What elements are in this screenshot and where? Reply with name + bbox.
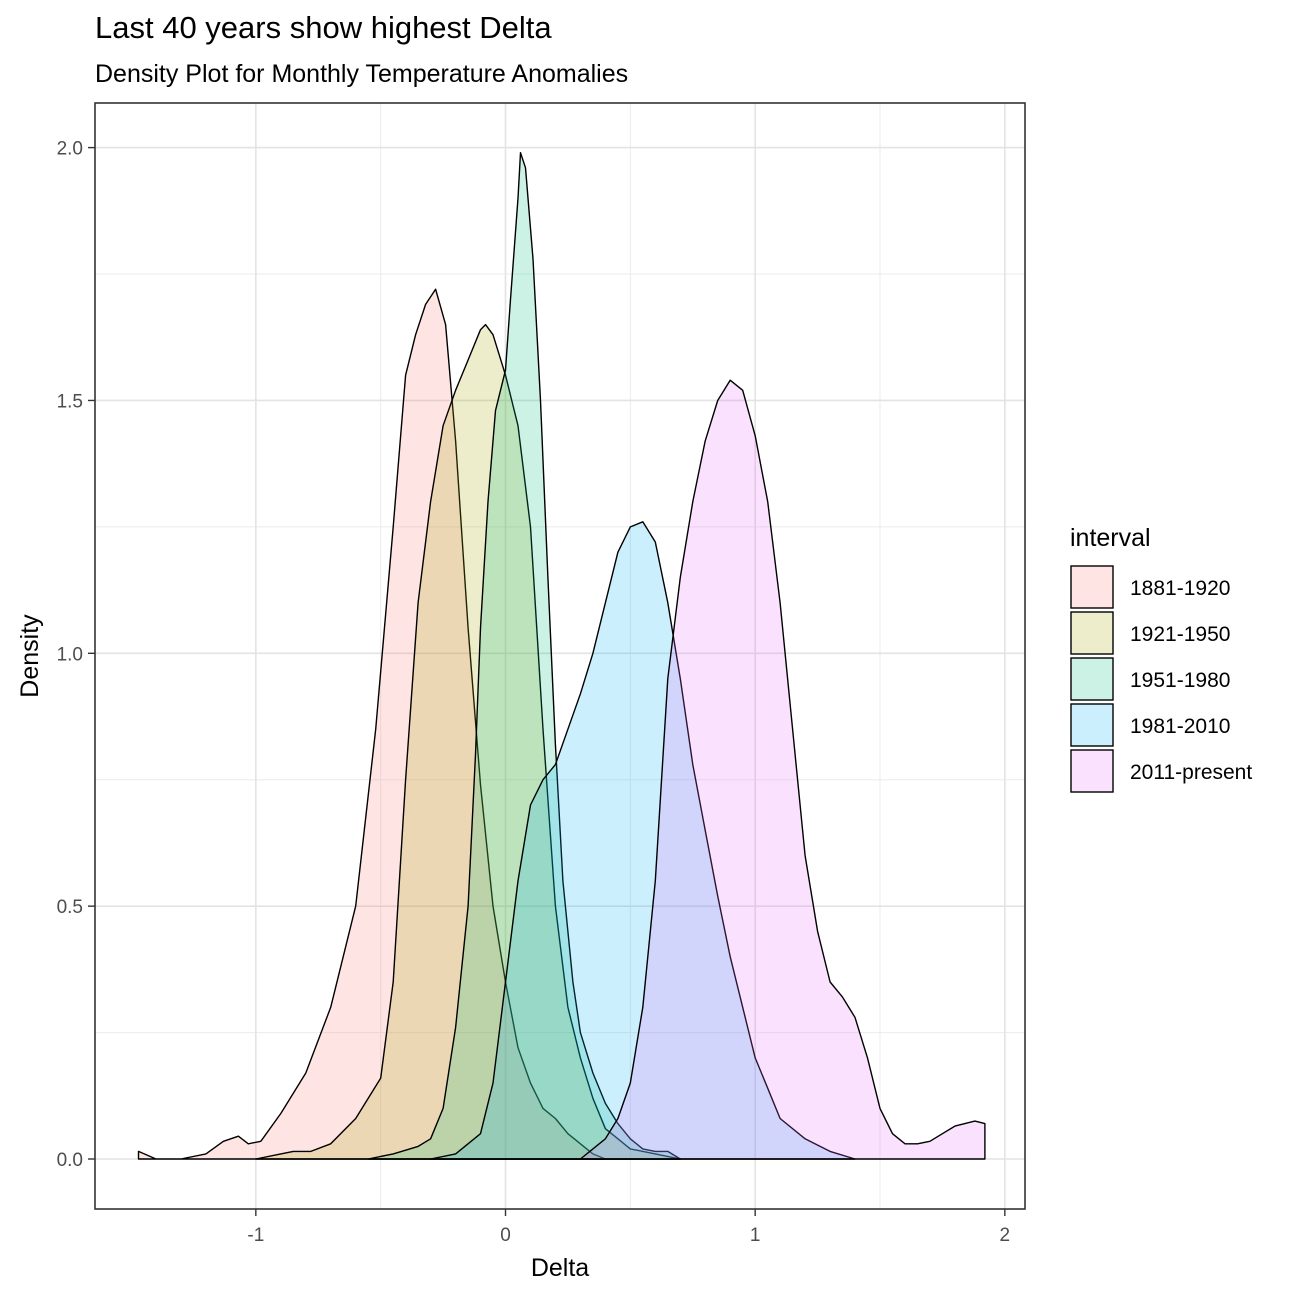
legend-label: 1951-1980: [1130, 669, 1230, 692]
plot-panel-border: [94, 102, 1026, 1210]
x-tick-label: 0: [500, 1225, 511, 1246]
x-axis-title: Delta: [531, 1254, 589, 1282]
legend-label: 2011-present: [1130, 761, 1252, 784]
density-area-2011-present: [579, 379, 986, 1160]
x-axis: -1 0 1 2: [247, 1209, 1010, 1246]
legend-key-1951-1980: [1070, 657, 1114, 701]
density-areas: [137, 152, 986, 1160]
y-tick-label: 1.0: [57, 644, 83, 665]
legend-key-bg: [1071, 704, 1113, 746]
chart-subtitle: Density Plot for Monthly Temperature Ano…: [95, 60, 629, 88]
legend: interval 1881-1920 1921-1950 1951-1980 1981…: [1070, 524, 1252, 793]
legend-title: interval: [1070, 524, 1151, 552]
legend-label: 1981-2010: [1130, 715, 1230, 738]
plot-panel-background: [95, 103, 1025, 1209]
minor-gridlines: [95, 103, 1025, 1209]
x-tick-label: -1: [247, 1225, 264, 1246]
legend-key-1881-1920: [1070, 565, 1114, 609]
legend-key-bg: [1071, 750, 1113, 792]
chart-title: Last 40 years show highest Delta: [95, 10, 552, 45]
legend-label: 1881-1920: [1130, 577, 1230, 600]
density-area-1921-1950: [255, 323, 681, 1160]
x-tick-label: 1: [750, 1225, 761, 1246]
legend-label: 1921-1950: [1130, 623, 1230, 646]
legend-key-1981-2010: [1070, 703, 1114, 747]
y-tick-label: 0.5: [57, 897, 83, 918]
y-tick-label: 0.0: [57, 1150, 83, 1171]
density-area-1951-1980: [367, 152, 681, 1160]
legend-key-bg: [1071, 612, 1113, 654]
density-area-1981-2010: [429, 521, 856, 1160]
y-axis-title: Density: [16, 614, 44, 698]
y-tick-label: 2.0: [57, 139, 83, 160]
legend-key-bg: [1071, 566, 1113, 608]
y-tick-label: 1.5: [57, 391, 83, 412]
x-tick-label: 2: [1000, 1225, 1011, 1246]
density-area-1881-1920: [137, 288, 607, 1160]
legend-key-1921-1950: [1070, 611, 1114, 655]
legend-key-2011-present: [1070, 749, 1114, 793]
y-axis: 0.0 0.5 1.0 1.5 2.0: [57, 139, 95, 1171]
legend-key-bg: [1071, 658, 1113, 700]
